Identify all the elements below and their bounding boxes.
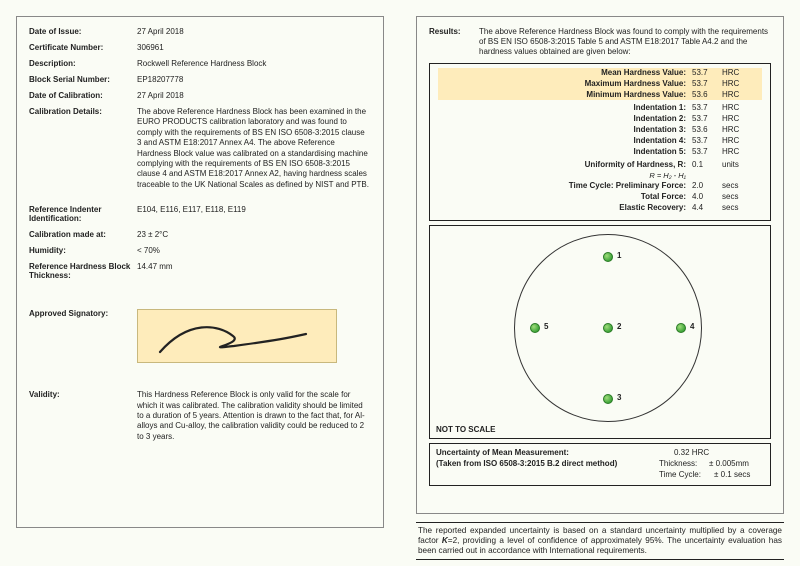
field-label: Calibration made at: [29,230,137,239]
validity-row: Validity: This Hardness Reference Block … [29,390,371,442]
field-label: Block Serial Number: [29,75,137,84]
indentation-diagram: 1 2 3 4 5 NOT TO SCALE [429,225,771,439]
left-border: Date of Issue: 27 April 2018 Certificate… [16,16,384,528]
field-value: Rockwell Reference Hardness Block [137,59,371,68]
field-label: Validity: [29,390,137,442]
field-value: The above Reference Hardness Block was f… [479,27,771,57]
unc-sublabel: Thickness: [659,459,709,468]
indentation-dot [676,323,686,333]
field-value: 27 April 2018 [137,27,371,36]
signature-icon [138,310,338,364]
field-value: 14.47 mm [137,262,371,280]
signature-box [137,309,337,363]
field-label: Approved Signatory: [29,309,137,363]
unc-sublabel: Time Cycle: [659,470,714,479]
unc-value: 0.32 HRC [674,448,764,457]
field-row: Reference Hardness Block Thickness: 14.4… [29,262,371,280]
field-value: 23 ± 2°C [137,230,371,239]
indentation-dot [603,323,613,333]
field-value: < 70% [137,246,371,255]
field-label: Reference Hardness Block Thickness: [29,262,137,280]
field-label: Reference Indenter Identification: [29,205,137,223]
field-label: Date of Issue: [29,27,137,36]
field-label: Date of Calibration: [29,91,137,100]
field-value: EP18207778 [137,75,371,84]
indentation-dot [603,394,613,404]
field-row: Date of Calibration: 27 April 2018 [29,91,371,100]
indentation-dot-label: 4 [690,322,694,331]
right-border: Results: The above Reference Hardness Bl… [416,16,784,514]
field-value: 27 April 2018 [137,91,371,100]
field-row: Block Serial Number: EP18207778 [29,75,371,84]
unc-method: (Taken from ISO 6508-3:2015 B.2 direct m… [436,459,659,468]
field-label: Humidity: [29,246,137,255]
results-header: Results: The above Reference Hardness Bl… [429,27,771,57]
field-value: This Hardness Reference Block is only va… [137,390,371,442]
field-row: Certificate Number: 306961 [29,43,371,52]
unc-value: ± 0.1 secs [714,470,764,479]
unc-value: ± 0.005mm [709,459,764,468]
uncertainty-box: Uncertainty of Mean Measurement: 0.32 HR… [429,443,771,486]
not-to-scale-label: NOT TO SCALE [436,425,495,434]
field-row: Reference Indenter Identification: E104,… [29,205,371,223]
field-row: Description: Rockwell Reference Hardness… [29,59,371,68]
field-label: Certificate Number: [29,43,137,52]
field-row: Date of Issue: 27 April 2018 [29,27,371,36]
indentation-dot-label: 1 [617,251,621,260]
indentation-dot-label: 2 [617,322,621,331]
indentation-dot [603,252,613,262]
field-label: Results: [429,27,479,57]
unc-label: Uncertainty of Mean Measurement: [436,448,674,457]
signatory-row: Approved Signatory: [29,309,371,363]
field-value: The above Reference Hardness Block has b… [137,107,371,190]
field-label: Description: [29,59,137,68]
field-label: Calibration Details: [29,107,137,190]
field-value: 306961 [137,43,371,52]
right-page: Results: The above Reference Hardness Bl… [400,0,800,566]
indentation-dot [530,323,540,333]
footer-note: The reported expanded uncertainty is bas… [416,522,784,560]
field-value: E104, E116, E117, E118, E119 [137,205,371,223]
indentation-dot-label: 5 [544,322,548,331]
calibration-details: Calibration Details: The above Reference… [29,107,371,190]
indentation-dot-label: 3 [617,393,621,402]
field-row: Calibration made at: 23 ± 2°C [29,230,371,239]
hardness-values-box: Mean Hardness Value:53.7HRC Maximum Hard… [429,63,771,221]
field-row: Humidity: < 70% [29,246,371,255]
left-page: Date of Issue: 27 April 2018 Certificate… [0,0,400,566]
